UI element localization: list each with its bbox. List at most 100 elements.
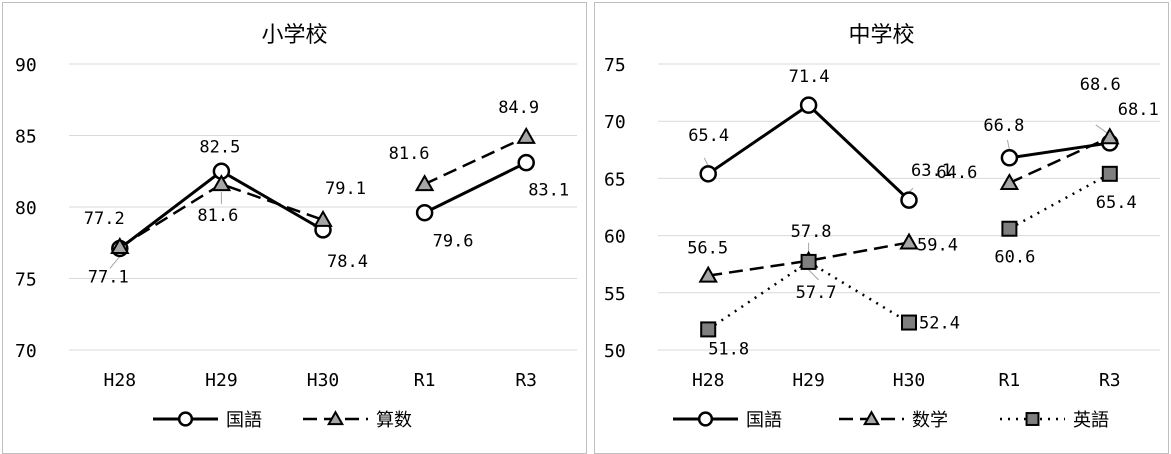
- label-leader: [109, 256, 121, 269]
- series-line: [423, 161, 527, 215]
- data-label: 84.9: [498, 98, 539, 118]
- data-label: 57.8: [791, 222, 832, 242]
- data-label: 81.6: [389, 144, 430, 164]
- x-tick-label: R3: [1099, 370, 1121, 391]
- y-tick-label: 75: [604, 55, 626, 76]
- label-leader: [808, 269, 819, 281]
- data-point: [313, 209, 333, 227]
- x-tick-label: H28: [692, 370, 725, 391]
- data-point: [110, 237, 130, 255]
- data-point: [1001, 220, 1018, 237]
- series-国語: 77.1 82.5 78.4 79.6 83.1: [88, 137, 569, 287]
- x-tick-label: H29: [792, 370, 825, 391]
- series-算数: 77.2 81.6 79.1 81.6 84.9: [84, 98, 539, 255]
- data-label: 64.6: [936, 163, 977, 183]
- data-label: 79.6: [433, 232, 474, 252]
- x-tick-label: H28: [104, 370, 137, 391]
- data-label: 71.4: [789, 67, 830, 87]
- chart-title: 中学校: [848, 23, 914, 48]
- chart-junior-high-svg: 中学校 50 55 60 65 70 75 H28 H29 H30 R1 R3 65.4 71.4 63.1…: [604, 23, 1160, 431]
- data-label: 77.2: [84, 209, 125, 229]
- y-tick-label: 65: [604, 169, 626, 190]
- data-label: 68.6: [1080, 75, 1121, 95]
- label-leader: [1006, 139, 1010, 150]
- legend-marker: [862, 410, 881, 426]
- legend-marker: [697, 411, 714, 427]
- y-tick-label: 80: [15, 198, 37, 219]
- legend-item: 算数: [303, 410, 412, 431]
- data-label: 57.7: [796, 283, 837, 303]
- data-label: 79.1: [325, 179, 366, 199]
- data-point: [517, 153, 535, 172]
- series-数学: 56.5 57.8 59.4 64.6 68.6: [687, 75, 1121, 283]
- legend-label: 国語: [226, 410, 262, 431]
- data-label: 81.6: [197, 206, 238, 226]
- data-point: [999, 172, 1020, 190]
- data-point: [899, 232, 919, 250]
- series-line: [1008, 136, 1111, 185]
- data-point: [1101, 165, 1118, 182]
- y-tick-label: 50: [604, 341, 626, 362]
- data-label: 78.4: [327, 252, 368, 272]
- data-label: 59.4: [917, 235, 958, 255]
- y-tick-label: 55: [604, 284, 626, 305]
- y-tick-label: 85: [15, 127, 37, 148]
- data-label: 66.8: [983, 116, 1024, 136]
- series-line: [1008, 172, 1111, 230]
- legend-marker: [1025, 412, 1040, 426]
- legend-marker: [326, 410, 345, 426]
- data-point: [516, 126, 536, 144]
- x-tick-label: H30: [893, 370, 926, 391]
- series-line: [707, 103, 911, 202]
- y-tick-label: 70: [15, 341, 37, 362]
- legend-item: 国語: [673, 410, 782, 431]
- data-point: [901, 314, 917, 331]
- chart-elementary: 小学校 70 75 80 85 90 H28 H29 H30 R1 R3 77.1 82.5 78.4 79…: [2, 2, 587, 454]
- legend-label: 算数: [376, 410, 412, 431]
- series-line: [708, 241, 910, 277]
- data-point: [698, 265, 718, 283]
- data-label: 63.1: [911, 161, 952, 181]
- chart-elementary-svg: 小学校 70 75 80 85 90 H28 H29 H30 R1 R3 77.1 82.5 78.4 79…: [15, 23, 577, 431]
- data-label: 60.6: [994, 248, 1035, 268]
- data-point: [799, 96, 818, 114]
- x-tick-label: H30: [307, 370, 340, 391]
- x-tick-label: R3: [515, 370, 537, 391]
- data-point: [699, 165, 717, 183]
- x-tick-label: H29: [205, 370, 238, 391]
- data-point: [211, 174, 232, 192]
- data-point: [414, 174, 435, 192]
- legend-marker: [177, 411, 194, 427]
- x-tick-label: R1: [414, 370, 436, 391]
- data-label: 52.4: [919, 314, 960, 334]
- data-label: 68.1: [1118, 100, 1159, 120]
- y-tick-label: 75: [15, 270, 37, 291]
- data-point: [700, 321, 717, 338]
- legend-item: 国語: [153, 410, 262, 431]
- series-line: [119, 182, 324, 249]
- data-point: [900, 191, 918, 209]
- chart-title: 小学校: [261, 23, 327, 48]
- legend-item: 英語: [1000, 410, 1109, 431]
- data-label: 65.4: [1096, 193, 1137, 213]
- data-label: 65.4: [688, 126, 729, 146]
- legend-item: 数学: [839, 410, 948, 431]
- data-label: 51.8: [708, 339, 749, 359]
- legend-label: 数学: [912, 410, 948, 431]
- series-英語: 51.8 57.7 52.4 60.6 65.4: [700, 165, 1137, 359]
- series-line: [424, 135, 527, 186]
- legend-label: 国語: [746, 410, 782, 431]
- data-point: [1100, 127, 1120, 145]
- data-label: 56.5: [687, 239, 728, 259]
- y-tick-label: 90: [15, 55, 37, 76]
- data-point: [415, 203, 434, 222]
- legend-label: 英語: [1073, 410, 1109, 431]
- data-label: 82.5: [199, 137, 240, 157]
- data-point: [800, 253, 817, 270]
- label-leader: [703, 157, 709, 167]
- chart-junior-high: 中学校 50 55 60 65 70 75 H28 H29 H30 R1 R3 65.4 71.4 63.1…: [594, 2, 1169, 454]
- y-tick-label: 60: [604, 227, 626, 248]
- y-tick-label: 70: [604, 112, 626, 133]
- data-label: 83.1: [528, 181, 569, 201]
- x-tick-label: R1: [999, 370, 1021, 391]
